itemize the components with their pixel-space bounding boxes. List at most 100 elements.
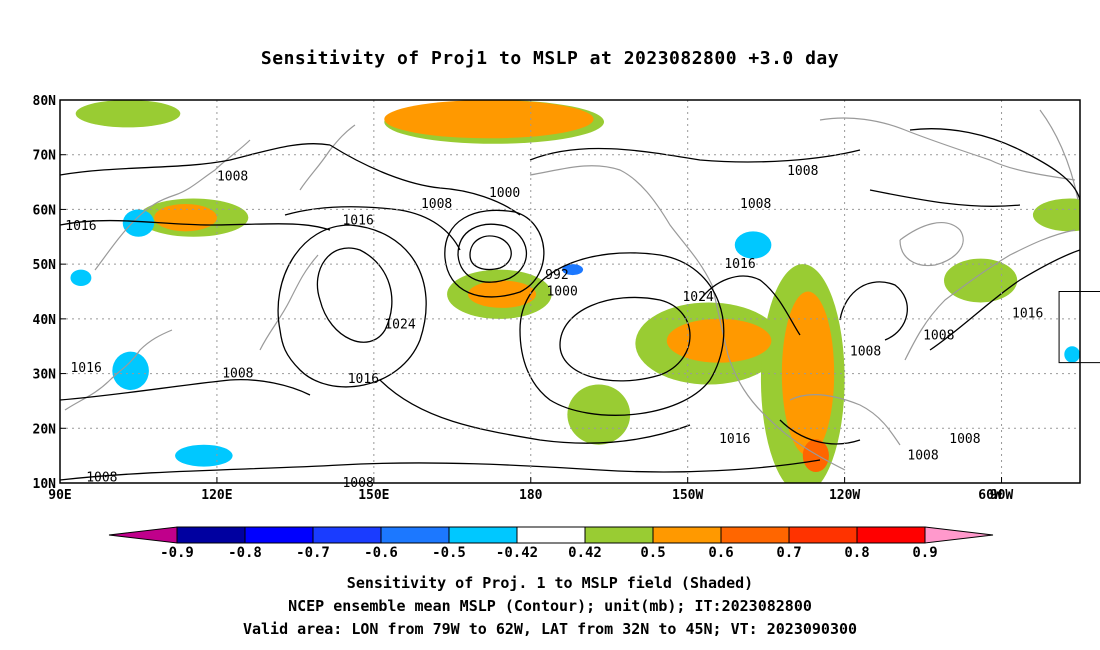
coast-north-america-west	[711, 284, 846, 471]
contour-label-14: 1024	[384, 317, 415, 332]
shaded-region-9	[384, 100, 594, 139]
colorbar-swatch-0	[176, 526, 246, 544]
contour-labels: 1008 1016 1016 1008 1000 1008 1008 992 1000 1016 1…	[65, 164, 1043, 491]
mslp-contours	[60, 128, 1080, 481]
colorbar-swatch-6	[584, 526, 654, 544]
contour-label-20: 1016	[1012, 306, 1043, 321]
isobar-1024-high-west	[316, 247, 393, 343]
coastlines	[64, 109, 1079, 471]
shaded-region-7	[944, 258, 1018, 303]
colorbar-swatch-2	[312, 526, 382, 544]
colorbar-label-8: 0.6	[708, 545, 733, 561]
colorbar-swatch-3	[380, 526, 450, 544]
colorbar-label-11: 0.9	[912, 545, 937, 561]
shaded-region-0	[75, 100, 181, 128]
contour-label-10: 992	[545, 268, 568, 283]
contour-label-16: 1008	[222, 367, 253, 382]
isobar-1016-high-east	[519, 252, 725, 416]
contour-label-3: 1008	[421, 197, 452, 212]
isobar-1008-south	[60, 379, 311, 401]
x-tick-label-150E: 150E	[358, 488, 389, 503]
isobar-1008-atlantic	[869, 189, 1021, 207]
colorbar-label-6: 0.42	[568, 545, 602, 561]
shaded-region-20	[562, 264, 584, 276]
caption-line-1: Sensitivity of Proj. 1 to MSLP field (Sh…	[346, 574, 754, 592]
colorbar-swatch-5	[516, 526, 586, 544]
shaded-region-15	[122, 209, 155, 237]
y-tick-label-50N: 50N	[33, 258, 57, 273]
contour-label-24: 1008	[907, 449, 938, 464]
colorbar-label-0: -0.9	[160, 545, 194, 561]
isobar-low-ring-3	[444, 209, 545, 298]
colorbar-label-7: 0.5	[640, 545, 665, 561]
x-tick-label-90E: 90E	[48, 488, 71, 503]
y-tick-label-60N: 60N	[33, 203, 57, 218]
contour-label-18: 1008	[850, 345, 881, 360]
isobar-1008-mid	[284, 206, 461, 251]
coast-kamchatka	[299, 124, 356, 191]
y-tick-label-70N: 70N	[33, 149, 57, 164]
lat-lon-grid	[60, 100, 1080, 483]
colorbar-label-10: 0.8	[844, 545, 869, 561]
y-tick-label-20N: 20N	[33, 422, 57, 437]
valid-area-box	[1058, 291, 1100, 364]
isobar-1008-namerica	[699, 275, 801, 336]
contour-label-22: 1016	[719, 432, 750, 447]
x-tick-label-120W: 120W	[829, 488, 860, 503]
coast-alaska	[529, 165, 713, 286]
isobar-low-ring-2	[457, 223, 527, 283]
shaded-region-18	[175, 444, 233, 467]
x-tick-label-90W: 90W	[990, 488, 1014, 503]
shaded-region-22	[1064, 346, 1080, 363]
shaded-region-16	[734, 231, 772, 259]
colorbar-label-4: -0.5	[432, 545, 466, 561]
figure-title: Sensitivity of Proj1 to MSLP at 20230828…	[260, 48, 840, 69]
shaded-region-11	[468, 280, 536, 308]
colorbar-label-3: -0.6	[364, 545, 398, 561]
x-tick-label-60W: 60W	[978, 488, 1002, 503]
coast-east-asia	[94, 139, 251, 271]
y-tick-label-10N: 10N	[33, 477, 57, 492]
shaded-region-12	[666, 318, 772, 363]
contour-label-19: 1008	[923, 328, 954, 343]
colorbar-label-5: -0.42	[496, 545, 538, 561]
contour-label-5: 1008	[740, 197, 771, 212]
caption-line-3: Valid area: LON from 79W to 62W, LAT fro…	[242, 620, 858, 638]
colorbar-swatch-8	[720, 526, 790, 544]
shaded-region-19	[70, 269, 92, 287]
isobar-1008-pacific	[529, 147, 861, 163]
shaded-region-17	[112, 351, 149, 390]
isobar-1016-namerica	[839, 281, 908, 341]
shaded-region-14	[802, 439, 829, 473]
coast-gulf-mexico	[789, 394, 901, 446]
colorbar-swatch-1	[244, 526, 314, 544]
isobar-1008-tropics	[60, 459, 821, 481]
colorbar-swatch-4	[448, 526, 518, 544]
shaded-region-10	[154, 203, 217, 232]
isobar-low-ring-1	[469, 235, 512, 271]
isobar-1008-east	[929, 249, 1080, 351]
contour-label-25: 1008	[86, 471, 117, 486]
caption-line-2: NCEP ensemble mean MSLP (Contour); unit(…	[288, 597, 812, 615]
isobar-1000-atlantic	[909, 128, 1080, 201]
colorbar-swatch-7	[652, 526, 722, 544]
colorbar: -0.9 -0.8 -0.7 -0.6 -0.5 -0.42 0.42 0.5 0.6 0.7 0.…	[108, 526, 994, 561]
coast-arctic-islands	[819, 117, 1076, 181]
x-tick-label-180: 180	[519, 488, 543, 503]
colorbar-min-arrow	[108, 526, 178, 544]
y-tick-label-40N: 40N	[33, 313, 57, 328]
isobar-1016-high-west	[277, 224, 427, 388]
colorbar-swatch-10	[856, 526, 926, 544]
shaded-region-13	[781, 291, 835, 456]
colorbar-label-2: -0.7	[296, 545, 330, 561]
coast-hudson-bay	[899, 221, 964, 267]
y-tick-label-80N: 80N	[33, 94, 57, 109]
isobar-1008-north	[60, 143, 331, 176]
contour-label-4: 1000	[489, 186, 520, 201]
coast-north-america-east	[904, 229, 1076, 361]
contour-label-6: 1008	[787, 164, 818, 179]
contour-label-11: 1000	[546, 285, 577, 300]
x-tick-label-150W: 150W	[672, 488, 703, 503]
